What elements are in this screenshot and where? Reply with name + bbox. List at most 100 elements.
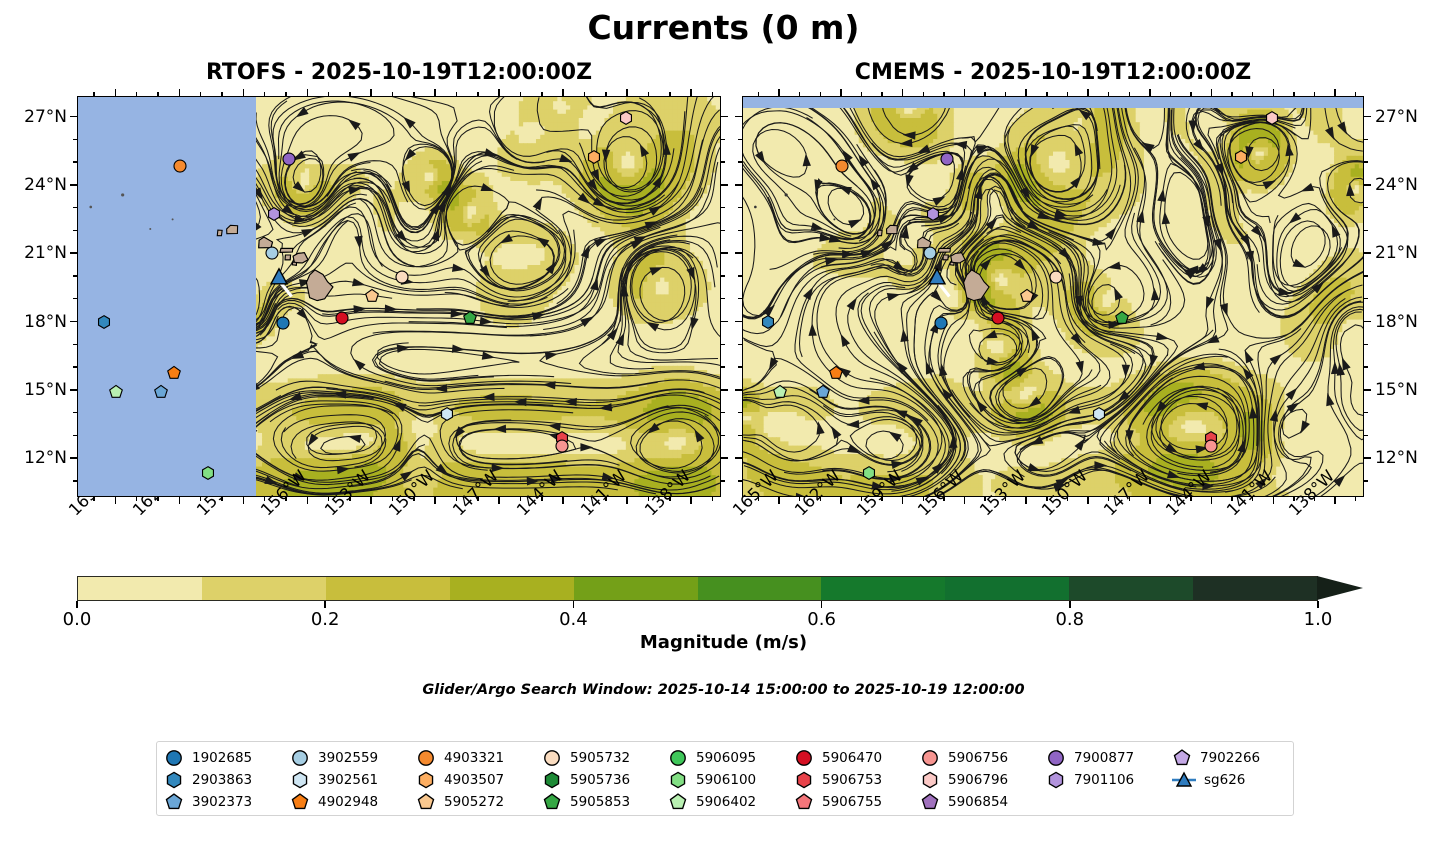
x-minor-tick-top bbox=[1190, 92, 1192, 96]
argo-float-marker[interactable] bbox=[1234, 149, 1249, 168]
y-tick bbox=[735, 457, 742, 460]
legend-item[interactable]: sg626 bbox=[1171, 769, 1297, 791]
legend-item[interactable]: 5906470 bbox=[793, 747, 919, 769]
argo-float-marker[interactable] bbox=[173, 158, 188, 177]
argo-float-marker[interactable] bbox=[1020, 288, 1035, 307]
legend-item[interactable]: 5906753 bbox=[793, 769, 919, 791]
search-window-caption: Glider/Argo Search Window: 2025-10-14 15… bbox=[0, 682, 1447, 698]
x-tick-top bbox=[562, 89, 564, 96]
argo-float-marker[interactable] bbox=[1049, 270, 1064, 289]
colorbar-band-8 bbox=[1069, 577, 1194, 600]
legend-item[interactable]: 5905732 bbox=[541, 747, 667, 769]
x-minor-tick bbox=[349, 497, 351, 501]
y-minor-tick-r bbox=[721, 206, 725, 209]
argo-float-marker[interactable] bbox=[275, 315, 290, 334]
legend-item[interactable]: 5906796 bbox=[919, 769, 1045, 791]
legend-item[interactable]: 5906402 bbox=[667, 791, 793, 813]
y-minor-tick bbox=[738, 480, 742, 482]
y-axis-label: 15°N bbox=[0, 380, 67, 400]
legend-item[interactable]: 5906755 bbox=[793, 791, 919, 813]
x-tick-top bbox=[778, 89, 780, 96]
legend-item[interactable]: 4902948 bbox=[289, 791, 415, 813]
legend-item[interactable]: 3902559 bbox=[289, 747, 415, 769]
x-minor-tick bbox=[455, 497, 458, 501]
no-data-strip-top bbox=[743, 97, 1363, 108]
y-minor-tick-r bbox=[721, 298, 725, 300]
argo-float-marker[interactable] bbox=[282, 151, 297, 170]
glider-marker[interactable] bbox=[927, 267, 946, 291]
legend-item[interactable]: 4903321 bbox=[415, 747, 541, 769]
argo-float-marker[interactable] bbox=[109, 385, 124, 404]
colorbar[interactable] bbox=[77, 576, 1364, 601]
y-axis-label: 24°N bbox=[0, 175, 67, 195]
argo-float-marker[interactable] bbox=[201, 466, 216, 485]
x-minor-tick-top bbox=[263, 92, 266, 96]
legend-item[interactable]: 3902561 bbox=[289, 769, 415, 791]
argo-float-marker[interactable] bbox=[267, 206, 282, 225]
y-minor-tick bbox=[73, 275, 77, 277]
argo-float-marker[interactable] bbox=[555, 438, 570, 457]
legend-item[interactable]: 3902373 bbox=[163, 791, 289, 813]
x-tick-top bbox=[242, 89, 245, 96]
argo-float-marker[interactable] bbox=[1265, 110, 1280, 129]
legend-item[interactable]: 4903507 bbox=[415, 769, 541, 791]
colorbar-tick bbox=[1317, 601, 1319, 608]
legend-marker-icon bbox=[541, 771, 563, 789]
map-panel-rtofs[interactable] bbox=[77, 96, 721, 497]
legend-item[interactable]: 1902685 bbox=[163, 747, 289, 769]
x-minor-tick bbox=[1355, 497, 1357, 501]
legend-item[interactable]: 5905736 bbox=[541, 769, 667, 791]
y-minor-tick-r bbox=[1364, 434, 1368, 437]
legend-item-label: 5906755 bbox=[822, 794, 882, 810]
argo-float-marker[interactable] bbox=[939, 151, 954, 170]
legend-item[interactable]: 7902266 bbox=[1171, 747, 1297, 769]
argo-float-marker[interactable] bbox=[154, 385, 169, 404]
argo-float-marker[interactable] bbox=[1203, 438, 1218, 457]
argo-float-marker[interactable] bbox=[828, 365, 843, 385]
argo-float-marker[interactable] bbox=[925, 206, 940, 225]
legend-box[interactable]: 1902685 3902559 4903321 5905732 5906095 59064… bbox=[156, 741, 1294, 816]
y-minor-tick-r bbox=[1364, 206, 1368, 209]
argo-float-marker[interactable] bbox=[335, 311, 350, 330]
legend-item[interactable]: 5906756 bbox=[919, 747, 1045, 769]
argo-float-marker[interactable] bbox=[991, 311, 1006, 330]
legend-item-label: 3902561 bbox=[318, 772, 378, 788]
y-axis-label: 12°N bbox=[0, 448, 67, 468]
argo-float-marker[interactable] bbox=[816, 385, 831, 404]
legend-item[interactable]: 7900877 bbox=[1045, 747, 1171, 769]
legend-item-label: 4903507 bbox=[444, 772, 504, 788]
argo-float-marker[interactable] bbox=[861, 466, 876, 485]
legend-item[interactable]: 2903863 bbox=[163, 769, 289, 791]
argo-float-marker[interactable] bbox=[96, 314, 111, 333]
argo-float-marker[interactable] bbox=[1092, 407, 1107, 426]
argo-float-marker[interactable] bbox=[923, 246, 938, 265]
argo-float-marker[interactable] bbox=[365, 288, 380, 307]
legend-item[interactable]: 5906100 bbox=[667, 769, 793, 791]
x-minor-tick-top bbox=[1107, 92, 1110, 96]
argo-float-marker[interactable] bbox=[1115, 311, 1130, 330]
x-minor-tick-top bbox=[157, 92, 159, 96]
argo-float-marker[interactable] bbox=[933, 315, 948, 334]
legend-item[interactable]: 5905853 bbox=[541, 791, 667, 813]
x-tick bbox=[840, 497, 842, 504]
legend-item[interactable]: 5905272 bbox=[415, 791, 541, 813]
x-minor-tick-top bbox=[757, 92, 760, 96]
glider-marker[interactable] bbox=[269, 267, 288, 291]
argo-float-marker[interactable] bbox=[587, 149, 602, 168]
argo-float-marker[interactable] bbox=[834, 158, 849, 177]
x-minor-tick-top bbox=[413, 92, 415, 96]
argo-float-marker[interactable] bbox=[265, 246, 280, 265]
y-minor-tick bbox=[73, 411, 77, 414]
argo-float-marker[interactable] bbox=[167, 365, 182, 385]
argo-float-marker[interactable] bbox=[773, 385, 788, 404]
argo-float-marker[interactable] bbox=[463, 311, 478, 330]
map-panel-cmems[interactable] bbox=[742, 96, 1364, 497]
legend-item[interactable]: 5906854 bbox=[919, 791, 1045, 813]
legend-item[interactable]: 5906095 bbox=[667, 747, 793, 769]
argo-float-marker[interactable] bbox=[439, 407, 454, 426]
argo-float-marker[interactable] bbox=[619, 110, 634, 129]
argo-float-marker[interactable] bbox=[395, 270, 410, 289]
argo-float-marker[interactable] bbox=[760, 314, 775, 333]
y-minor-tick-r bbox=[721, 366, 725, 368]
legend-item[interactable]: 7901106 bbox=[1045, 769, 1171, 791]
